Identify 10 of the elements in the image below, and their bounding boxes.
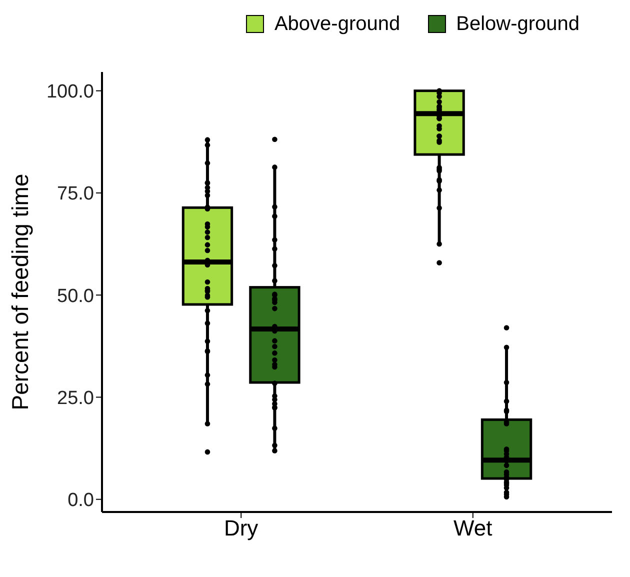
- y-tick-label: 100.0: [46, 82, 94, 103]
- x-tick-label: Dry: [224, 516, 258, 541]
- legend-label: Above-ground: [274, 12, 400, 36]
- legend-label: Below-ground: [456, 12, 580, 36]
- y-tick-label: 0.0: [68, 490, 94, 512]
- x-tick-label: Wet: [454, 516, 492, 541]
- y-tick-label: 75.0: [57, 184, 94, 205]
- y-tick-label: 50.0: [57, 286, 94, 307]
- y-tick-label: 25.0: [57, 388, 94, 409]
- y-axis-title: Percent of feeding time: [7, 174, 34, 410]
